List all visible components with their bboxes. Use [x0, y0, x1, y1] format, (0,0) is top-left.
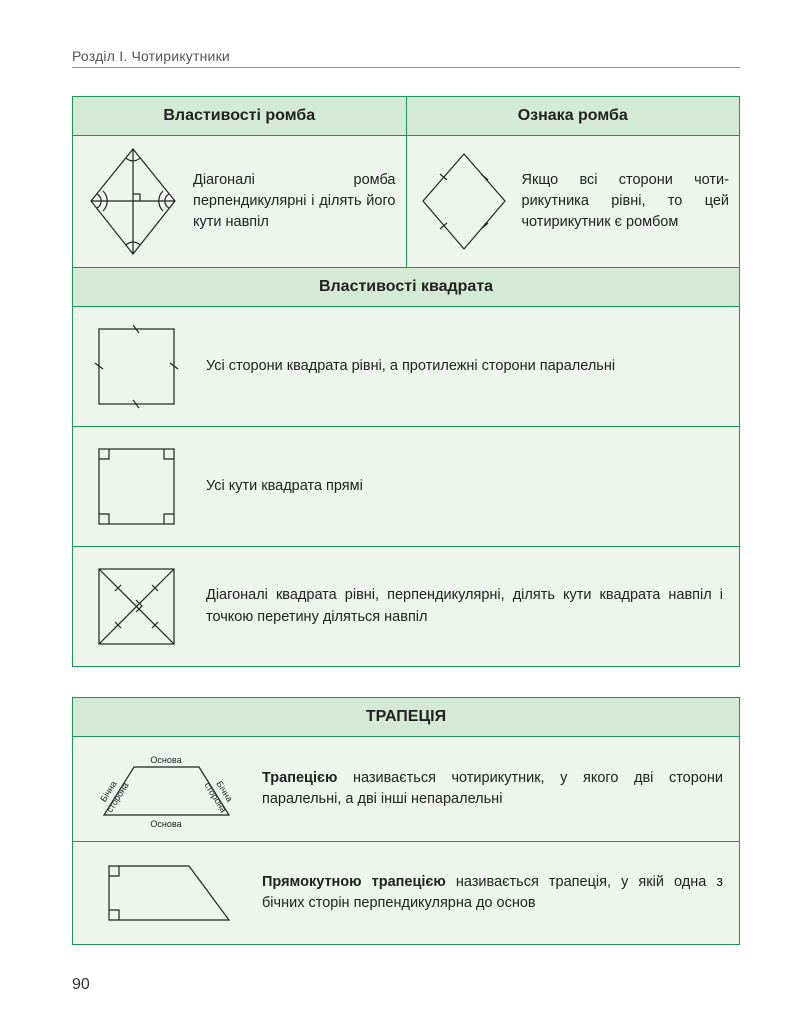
- trap-label-bottom: Основа: [150, 819, 181, 829]
- square-right-angles-figure: [89, 439, 184, 534]
- rhombus-diag-text: Діагоналі ромба перпендикулярні і ділять…: [193, 170, 396, 233]
- trap-label-top: Основа: [150, 755, 181, 765]
- rhombus-square-table: Властивості ромба Ознака ромба: [72, 96, 740, 667]
- header-rhombus-sign: Ознака ромба: [406, 97, 740, 136]
- trapezoid-def-text: Трапецією називається чотирикутник, у як…: [262, 768, 723, 810]
- header-rhombus-props: Властивості ромба: [73, 97, 407, 136]
- breadcrumb: Розділ І. Чотирикутники: [72, 48, 740, 68]
- trapezoid-term: Трапецією: [262, 770, 337, 786]
- square-equal-sides-figure: [89, 319, 184, 414]
- rhombus-diagonals-figure: [83, 144, 183, 259]
- rhombus-sign-text: Якщо всі сторони чоти­рикутника рівні, т…: [522, 170, 730, 233]
- right-trapezoid-def-text: Прямокутною трапецією називається трапец…: [262, 872, 723, 914]
- square-diagonals-figure: [89, 559, 184, 654]
- page-number: 90: [72, 976, 90, 994]
- right-trapezoid-figure: [89, 854, 244, 932]
- square-angles-text: Усі кути квадрата прямі: [206, 476, 723, 497]
- header-square-props: Властивості квадрата: [73, 268, 740, 307]
- trapezoid-table: ТРАПЕЦІЯ Основа Основа Бічна сторона Біч…: [72, 697, 740, 945]
- square-sides-text: Усі сторони квадрата рівні, а протилежні…: [206, 356, 723, 377]
- header-trapezoid: ТРАПЕЦІЯ: [73, 698, 740, 737]
- trapezoid-figure: Основа Основа Бічна сторона Бічна сторон…: [89, 749, 244, 829]
- right-trapezoid-term: Прямокутною трапецією: [262, 874, 446, 890]
- rhombus-equal-sides-figure: [417, 149, 512, 254]
- square-diag-text: Діагоналі квадрата рівні, перпендикулярн…: [206, 585, 723, 627]
